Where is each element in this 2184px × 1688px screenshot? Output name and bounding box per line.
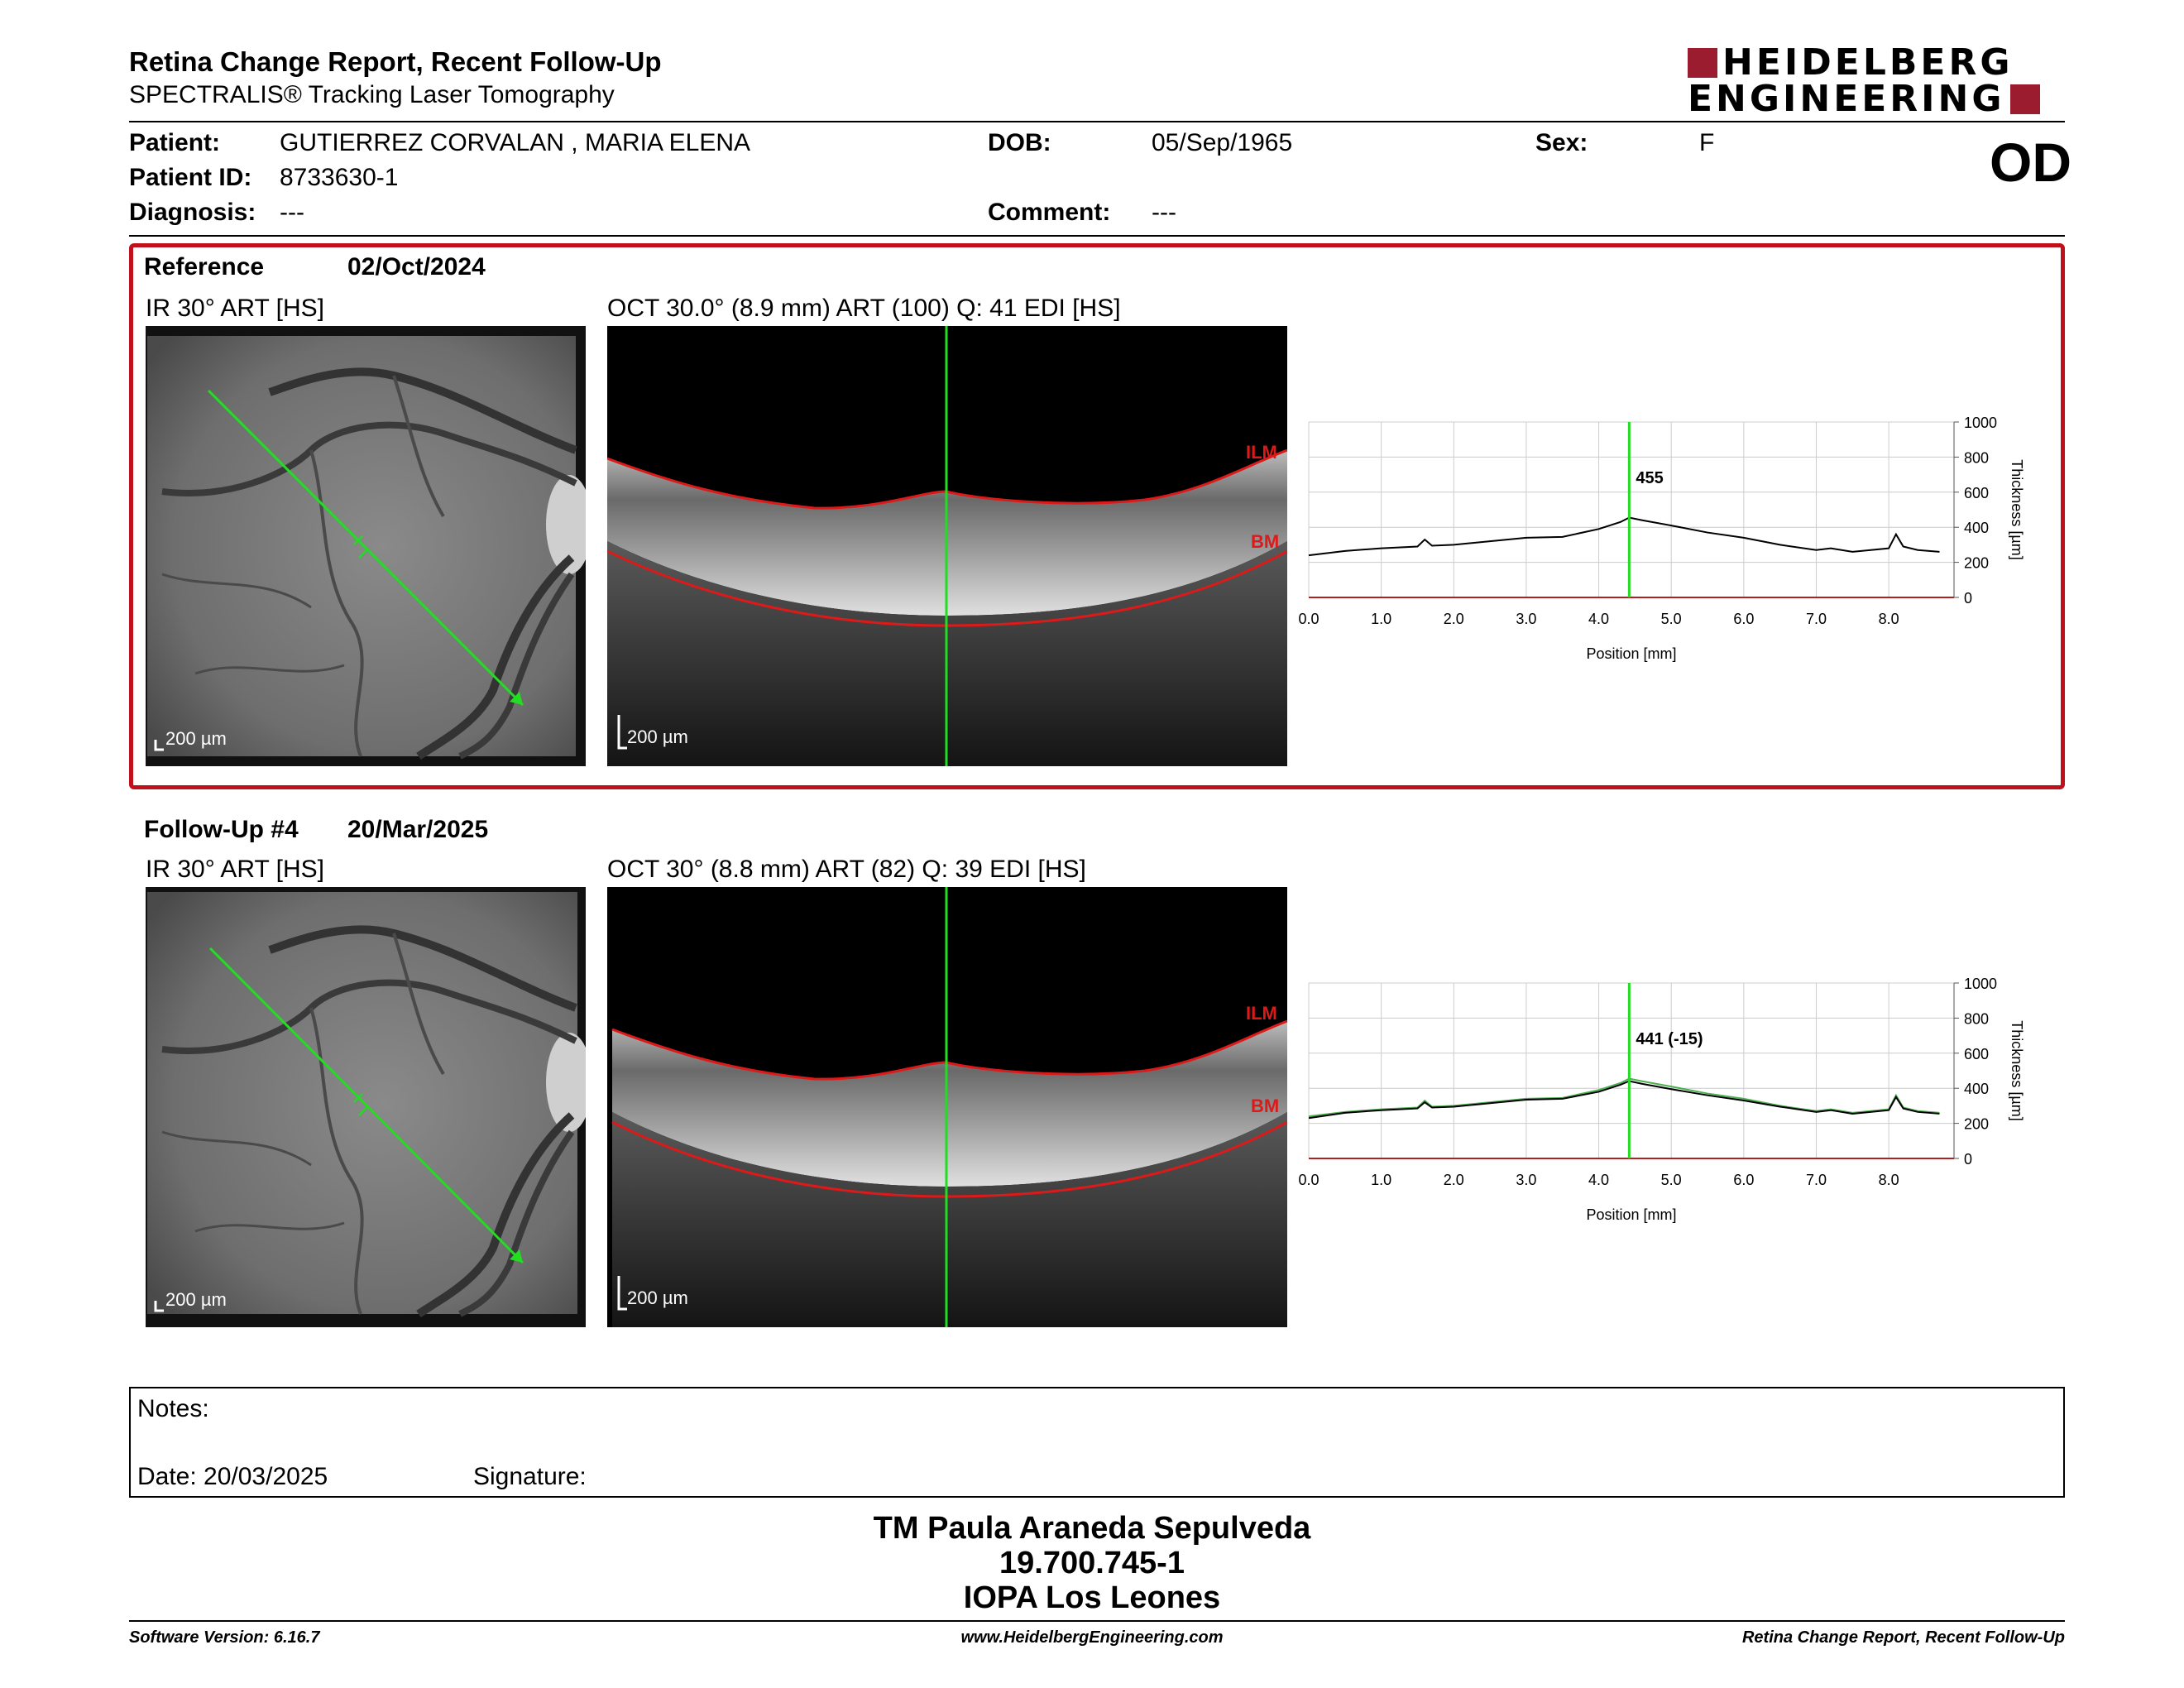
comment-label: Comment: [988,199,1111,226]
reference-ir-caption: IR 30° ART [HS] [146,295,324,322]
patient-label: Patient: [129,129,221,156]
x-tick-label: 4.0 [1588,1172,1609,1188]
x-tick-label: 3.0 [1516,1172,1536,1188]
x-tick-label: 6.0 [1733,1172,1754,1188]
website-link[interactable]: www.HeidelbergEngineering.com [960,1628,1224,1647]
reference-date: 02/Oct/2024 [347,253,486,281]
reference-thickness-chart: 0 200 400 600 800 1000 0.0 1.0 2.0 3.0 4.0 5.0 6.0 7.… [1298,415,2025,662]
followup-oct-bscan: ILM BM 200 µm [607,887,1287,1327]
footer-divider [129,1620,2065,1622]
thickness-series-line [1308,1080,1940,1120]
followup-ir-caption: IR 30° ART [HS] [146,856,324,883]
sex-value: F [1699,129,1715,156]
y-tick-label: 0 [1964,1151,1972,1168]
followup-thickness-chart: 0 200 400 600 800 1000 0.0 1.0 2.0 3.0 4.0 5.0 6.0 7.… [1298,976,2025,1223]
x-tick-label: 2.0 [1444,611,1464,627]
footer-report-name: Retina Change Report, Recent Follow-Up [1741,1628,2065,1647]
x-tick-label: 3.0 [1516,611,1536,627]
x-tick-label: 0.0 [1298,611,1319,627]
reference-label: Reference [144,253,265,281]
y-tick-label: 400 [1964,520,1989,536]
x-tick-label: 7.0 [1806,1172,1827,1188]
footer-place: IOPA Los Leones [963,1580,1221,1615]
y-tick-label: 400 [1964,1081,1989,1097]
followup-date: 20/Mar/2025 [347,816,489,843]
notes-box: Notes: Date: 20/03/2025 Signature: [129,1387,2065,1498]
y-axis-label: Thickness [µm] [2009,1020,2025,1120]
reference-ilm-label: ILM [1246,442,1277,463]
thickness-series-line [1308,1077,1940,1118]
x-tick-label: 5.0 [1661,611,1682,627]
reference-highlight-box [129,243,2065,789]
thickness-series-line [1308,516,1940,557]
report-title: Retina Change Report, Recent Follow-Up [129,46,662,77]
x-tick-label: 8.0 [1879,1172,1899,1188]
logo-line2: ENGINEERING [1688,78,2005,120]
header-divider [129,121,2065,122]
followup-label: Follow-Up #4 [144,816,299,843]
x-tick-label: 1.0 [1371,1172,1391,1188]
followup-bm-label: BM [1251,1096,1280,1116]
patient-divider [129,235,2065,237]
comment-value: --- [1152,199,1176,226]
x-tick-label: 2.0 [1444,1172,1464,1188]
y-tick-label: 600 [1964,1046,1989,1062]
y-tick-label: 200 [1964,555,1989,572]
followup-ir-fundus-image: 200 µm [146,887,586,1327]
footer-rut: 19.700.745-1 [999,1546,1185,1580]
logo-square-icon [1688,48,1717,78]
diagnosis-value: --- [280,199,304,226]
y-tick-label: 1000 [1964,415,1997,431]
notes-date: Date: 20/03/2025 [137,1463,328,1490]
report-subtitle: SPECTRALIS® Tracking Laser Tomography [129,81,615,108]
patient-id-label: Patient ID: [129,164,252,191]
reference-ir-fundus-image: 200 µm [146,326,586,766]
cursor-value-label: 441 (-15) [1636,1030,1703,1048]
sex-label: Sex: [1535,129,1588,156]
logo-line1: HEIDELBERG [1722,41,2014,84]
followup-ir-scale: 200 µm [165,1289,227,1310]
cursor-value-label: 455 [1636,469,1663,487]
dob-label: DOB: [988,129,1051,156]
x-tick-label: 4.0 [1588,611,1609,627]
reference-ir-scale: 200 µm [165,728,227,749]
y-tick-label: 1000 [1964,976,1997,992]
x-tick-label: 8.0 [1879,611,1899,627]
x-tick-label: 0.0 [1298,1172,1319,1188]
signature-label: Signature: [473,1463,587,1490]
reference-oct-bscan: ILM BM 200 µm [607,326,1287,766]
y-tick-label: 0 [1964,590,1972,607]
reference-oct-scale: 200 µm [627,727,688,747]
notes-label: Notes: [137,1395,209,1422]
footer-name: TM Paula Araneda Sepulveda [873,1511,1311,1546]
x-tick-label: 6.0 [1733,611,1754,627]
followup-oct-scale: 200 µm [627,1288,688,1308]
y-tick-label: 200 [1964,1116,1989,1133]
followup-ilm-label: ILM [1246,1003,1277,1024]
x-tick-label: 7.0 [1806,611,1827,627]
reference-bm-label: BM [1251,531,1280,552]
x-axis-label: Position [mm] [1586,1206,1676,1223]
eye-indicator: OD [1990,132,2071,193]
software-version: Software Version: 6.16.7 [129,1628,320,1647]
dob-value: 05/Sep/1965 [1152,129,1293,156]
logo-square-icon [2009,84,2040,114]
patient-id-value: 8733630-1 [280,164,399,191]
reference-oct-caption: OCT 30.0° (8.9 mm) ART (100) Q: 41 EDI [… [607,295,1121,322]
y-axis-label: Thickness [µm] [2009,459,2025,559]
patient-name: GUTIERREZ CORVALAN , MARIA ELENA [280,129,751,156]
y-tick-label: 600 [1964,485,1989,501]
x-tick-label: 1.0 [1371,611,1391,627]
diagnosis-label: Diagnosis: [129,199,256,226]
x-axis-label: Position [mm] [1586,645,1676,662]
y-tick-label: 800 [1964,449,1989,466]
y-tick-label: 800 [1964,1010,1989,1027]
x-tick-label: 5.0 [1661,1172,1682,1188]
followup-oct-caption: OCT 30° (8.8 mm) ART (82) Q: 39 EDI [HS] [607,856,1086,883]
